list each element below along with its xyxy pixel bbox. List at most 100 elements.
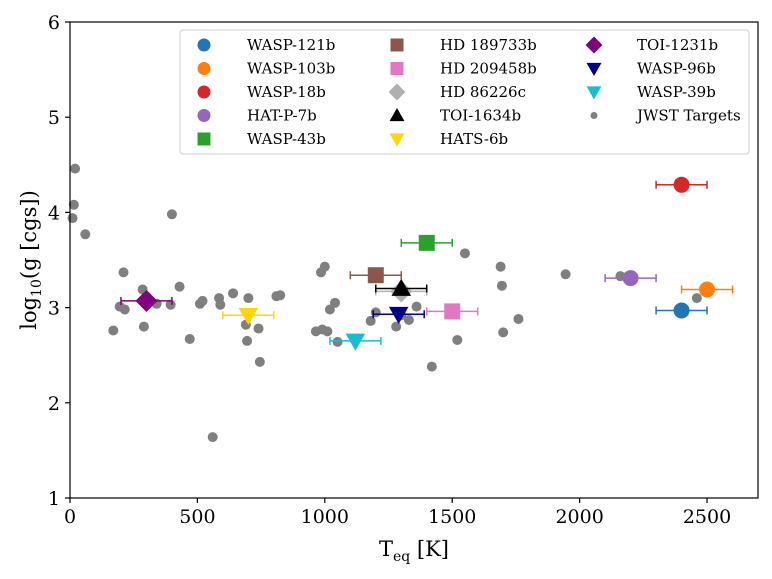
legend-entry-toi-1231b: TOI-1231b xyxy=(585,36,718,54)
jwst-target-point-24 xyxy=(253,323,264,334)
jwst-target-point-14 xyxy=(184,334,195,345)
legend-marker-toi-1231b xyxy=(585,36,603,54)
y-axis-title-post: (g [cgs]) xyxy=(17,190,41,279)
jwst-target-point-12 xyxy=(165,299,176,310)
legend-label-wasp-43b: WASP-43b xyxy=(247,130,326,148)
legend-entry-wasp-103b: WASP-103b xyxy=(197,60,335,78)
planet-hats-6b xyxy=(222,307,275,325)
planet-toi-1634b xyxy=(375,278,428,296)
planet-toi-1231b xyxy=(120,289,173,312)
legend-marker-wasp-18b xyxy=(197,85,211,99)
jwst-target-point-17 xyxy=(207,432,218,443)
jwst-target-point-13 xyxy=(174,281,185,292)
planet-wasp-96b xyxy=(372,306,425,325)
legend-label-wasp-39b: WASP-39b xyxy=(637,83,716,101)
hats-6b-marker xyxy=(238,307,259,325)
legend-entry-wasp-96b: WASP-96b xyxy=(586,60,716,78)
legend-label-hd-86226c: HD 86226c xyxy=(440,83,526,101)
jwst-target-point-41 xyxy=(411,301,422,312)
jwst-target-point-36 xyxy=(365,315,376,326)
jwst-target-point-49 xyxy=(560,269,571,280)
x-tick-label-1000: 1000 xyxy=(301,506,349,528)
jwst-target-point-47 xyxy=(498,327,509,338)
wasp-121b-marker xyxy=(673,302,690,319)
legend-label-wasp-103b: WASP-103b xyxy=(247,60,335,78)
x-tick-label-1500: 1500 xyxy=(428,506,476,528)
jwst-target-point-25 xyxy=(254,356,265,367)
legend-label-hats-6b: HATS-6b xyxy=(440,130,508,148)
y-axis-title-pre: log xyxy=(17,297,41,330)
legend-entry-wasp-121b: WASP-121b xyxy=(197,36,335,54)
legend-marker-wasp-96b xyxy=(586,62,602,76)
planet-hd-189733b xyxy=(349,267,403,284)
y-tick-label-3: 3 xyxy=(48,298,60,320)
jwst-target-point-44 xyxy=(459,248,470,259)
legend-label-toi-1634b: TOI-1634b xyxy=(440,107,521,125)
y-tick-label-2: 2 xyxy=(48,393,60,415)
jwst-target-point-37 xyxy=(370,307,381,318)
jwst-target-point-2 xyxy=(67,213,78,224)
legend-label-wasp-121b: WASP-121b xyxy=(247,36,335,54)
legend-frame xyxy=(179,29,750,155)
y-tick-label-5: 5 xyxy=(48,107,60,129)
y-tick-label-6: 6 xyxy=(48,12,60,34)
legend-marker-hd-189733b xyxy=(390,38,404,52)
legend-entry-hats-6b: HATS-6b xyxy=(389,130,508,148)
x-tick-label-2000: 2000 xyxy=(555,506,603,528)
hat-p-7b-marker xyxy=(622,270,639,287)
x-tick-label-2500: 2500 xyxy=(683,506,731,528)
x-axis-title-unit: [K] xyxy=(410,537,449,561)
legend: WASP-121b WASP-103b WASP-18b HAT-P-7b WASP-4… xyxy=(179,29,750,155)
planet-hd-209458b xyxy=(425,303,479,320)
jwst-target-point-4 xyxy=(118,267,129,278)
x-tick-label-500: 500 xyxy=(179,506,215,528)
legend-entry-toi-1634b: TOI-1634b xyxy=(389,107,521,125)
jwst-target-point-27 xyxy=(275,290,286,301)
jwst-target-point-19 xyxy=(215,299,226,310)
y-axis-title: log10(g [cgs]) xyxy=(17,190,45,330)
jwst-target-point-32 xyxy=(322,326,333,337)
legend-marker-hat-p-7b xyxy=(197,109,211,122)
legend-entry-wasp-43b: WASP-43b xyxy=(197,130,326,148)
planet-wasp-103b xyxy=(680,281,734,298)
planet-wasp-18b xyxy=(655,176,708,193)
jwst-target-point-42 xyxy=(426,361,437,372)
legend-label-wasp-18b: WASP-18b xyxy=(247,83,326,101)
legend-marker-jwst-targets xyxy=(590,112,598,119)
jwst-target-point-22 xyxy=(242,335,253,346)
jwst-target-point-5 xyxy=(108,325,119,336)
x-axis-title: Teq [K] xyxy=(379,537,449,565)
jwst-target-point-16 xyxy=(194,298,205,309)
legend-label-hat-p-7b: HAT-P-7b xyxy=(247,107,317,125)
legend-entry-hat-p-7b: HAT-P-7b xyxy=(197,107,317,125)
legend-label-jwst-targets: JWST Targets xyxy=(635,107,741,125)
x-axis-title-sub: eq xyxy=(393,549,410,565)
jwst-target-point-46 xyxy=(496,280,507,291)
jwst-target-point-38 xyxy=(391,321,402,332)
legend-entry-hd-189733b: HD 189733b xyxy=(390,36,537,54)
planet-hat-p-7b xyxy=(604,270,657,287)
legend-label-wasp-96b: WASP-96b xyxy=(637,60,716,78)
legend-marker-toi-1634b xyxy=(389,108,405,122)
legend-entry-jwst-targets: JWST Targets xyxy=(590,107,741,125)
hd-209458b-marker xyxy=(444,303,461,320)
toi-1231b-marker xyxy=(135,289,158,312)
jwst-target-point-0 xyxy=(70,163,81,174)
jwst-target-point-35 xyxy=(332,336,343,347)
planet-wasp-43b xyxy=(400,234,453,251)
jwst-target-point-34 xyxy=(330,297,341,308)
legend-marker-wasp-121b xyxy=(197,38,211,52)
x-axis-title-main: T xyxy=(379,537,393,561)
legend-marker-hd-86226c xyxy=(388,83,406,101)
legend-entry-hd-86226c: HD 86226c xyxy=(388,83,526,101)
legend-label-hd-209458b: HD 209458b xyxy=(440,60,537,78)
plot-frame xyxy=(69,21,759,499)
legend-marker-hd-209458b xyxy=(390,62,404,75)
y-tick-label-1: 1 xyxy=(48,488,60,510)
wasp-18b-marker xyxy=(673,176,690,193)
jwst-target-point-1 xyxy=(68,199,79,210)
jwst-target-point-23 xyxy=(243,293,254,304)
jwst-target-point-43 xyxy=(452,334,463,345)
jwst-target-point-3 xyxy=(80,229,91,240)
